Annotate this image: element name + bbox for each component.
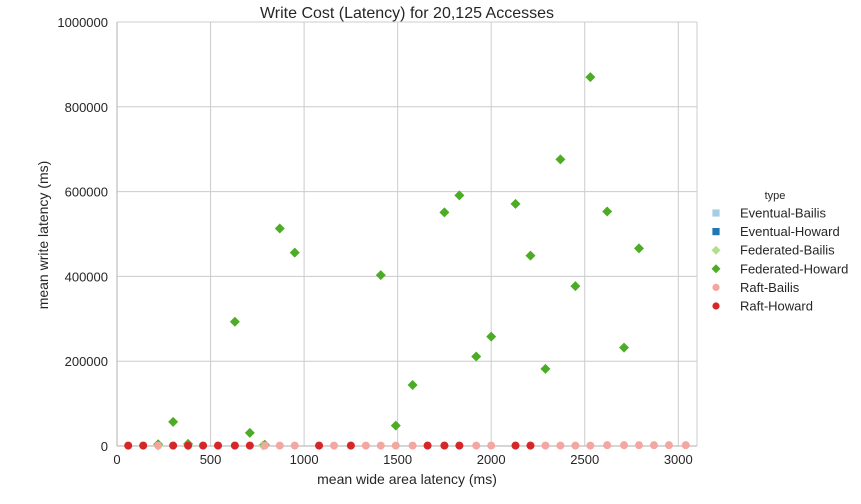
point-raft-howard (315, 441, 324, 450)
point-raft-bailis (260, 441, 269, 450)
y-tick-label: 600000 (65, 185, 108, 200)
point-raft-bailis (635, 441, 643, 450)
chart-title: Write Cost (Latency) for 20,125 Accesses (260, 5, 554, 22)
legend-marker-eventual-bailis (712, 209, 720, 217)
point-federated-howard (602, 206, 613, 217)
point-raft-bailis (376, 441, 385, 450)
grid-lines (116, 21, 698, 447)
legend-marker-federated-howard (711, 264, 721, 274)
point-raft-bailis (541, 441, 550, 450)
point-raft-howard (455, 441, 464, 450)
y-tick-labels: 0 200000 400000 600000 800000 1000000 (57, 15, 108, 454)
point-raft-howard (169, 441, 178, 450)
point-federated-howard (634, 243, 644, 254)
x-tick-label: 0 (113, 452, 120, 467)
point-raft-howard (184, 441, 193, 450)
point-federated-howard (244, 427, 255, 438)
point-raft-howard (230, 441, 239, 450)
legend-label-federated-howard: Federated-Howard (740, 261, 848, 276)
point-raft-howard (139, 441, 148, 450)
point-raft-howard (423, 441, 432, 450)
point-raft-bailis (408, 441, 417, 450)
point-raft-howard (124, 441, 133, 450)
point-federated-howard (439, 207, 450, 218)
point-raft-howard (245, 441, 254, 450)
legend-label-eventual-bailis: Eventual-Bailis (740, 206, 826, 221)
legend-label-raft-howard: Raft-Howard (740, 299, 813, 314)
point-federated-howard (555, 154, 566, 165)
point-raft-howard (511, 441, 520, 450)
point-raft-bailis (391, 441, 400, 450)
point-raft-howard (526, 441, 535, 450)
point-raft-bailis (487, 441, 496, 450)
legend-marker-raft-bailis (712, 283, 720, 291)
x-tick-labels: 0 500 1000 1500 2000 2500 3000 (113, 452, 692, 467)
point-raft-howard (346, 441, 355, 450)
point-raft-bailis (571, 441, 580, 450)
point-federated-howard (407, 379, 418, 390)
point-federated-howard (570, 281, 581, 292)
legend-marker-federated-bailis (711, 245, 721, 255)
y-tick-label: 1000000 (57, 15, 108, 30)
legend-marker-eventual-howard (712, 228, 720, 236)
point-raft-bailis (620, 441, 629, 450)
point-federated-howard (525, 250, 536, 261)
axes (116, 22, 697, 447)
point-raft-bailis (603, 441, 612, 450)
y-tick-label: 800000 (65, 100, 108, 115)
point-federated-howard (375, 270, 386, 281)
point-raft-bailis (330, 441, 339, 450)
legend-marker-raft-howard (712, 302, 720, 310)
point-raft-bailis (586, 441, 595, 450)
point-federated-howard (486, 331, 497, 342)
x-tick-label: 2500 (570, 452, 599, 467)
point-raft-howard (440, 441, 449, 450)
data-points (124, 72, 690, 451)
point-federated-howard (540, 363, 551, 374)
point-federated-howard (619, 342, 630, 353)
legend-label-federated-bailis: Federated-Bailis (740, 243, 835, 258)
x-axis-title: mean wide area latency (ms) (317, 471, 497, 487)
legend-label-eventual-howard: Eventual-Howard (740, 224, 840, 239)
point-federated-howard (289, 247, 300, 258)
x-tick-label: 1000 (290, 452, 319, 467)
point-federated-howard (390, 420, 401, 431)
point-federated-howard (510, 198, 521, 209)
point-raft-bailis (472, 441, 481, 450)
legend: type Eventual-Bailis Eventual-Howard Feder… (711, 190, 848, 314)
point-federated-howard (585, 72, 596, 83)
x-tick-label: 500 (200, 452, 222, 467)
y-axis-title: mean write latency (ms) (35, 161, 51, 310)
legend-title: type (765, 190, 786, 202)
point-federated-howard (229, 316, 240, 327)
y-tick-label: 400000 (65, 269, 108, 284)
point-raft-bailis (664, 441, 673, 450)
point-raft-bailis (681, 441, 690, 450)
legend-label-raft-bailis: Raft-Bailis (740, 280, 800, 295)
point-raft-howard (214, 441, 223, 450)
point-federated-howard (454, 190, 465, 201)
point-raft-howard (199, 441, 208, 450)
point-federated-howard (471, 351, 482, 362)
point-raft-bailis (275, 441, 284, 450)
x-tick-label: 3000 (664, 452, 693, 467)
point-raft-bailis (556, 441, 565, 450)
point-federated-howard (168, 416, 179, 427)
x-tick-label: 1500 (383, 452, 412, 467)
y-tick-label: 200000 (65, 354, 108, 369)
x-tick-label: 2000 (477, 452, 506, 467)
point-federated-howard (274, 223, 285, 234)
y-tick-label: 0 (101, 439, 108, 454)
point-raft-bailis (361, 441, 370, 450)
point-raft-bailis (290, 441, 299, 450)
point-raft-bailis (154, 441, 163, 450)
point-raft-bailis (649, 441, 658, 450)
